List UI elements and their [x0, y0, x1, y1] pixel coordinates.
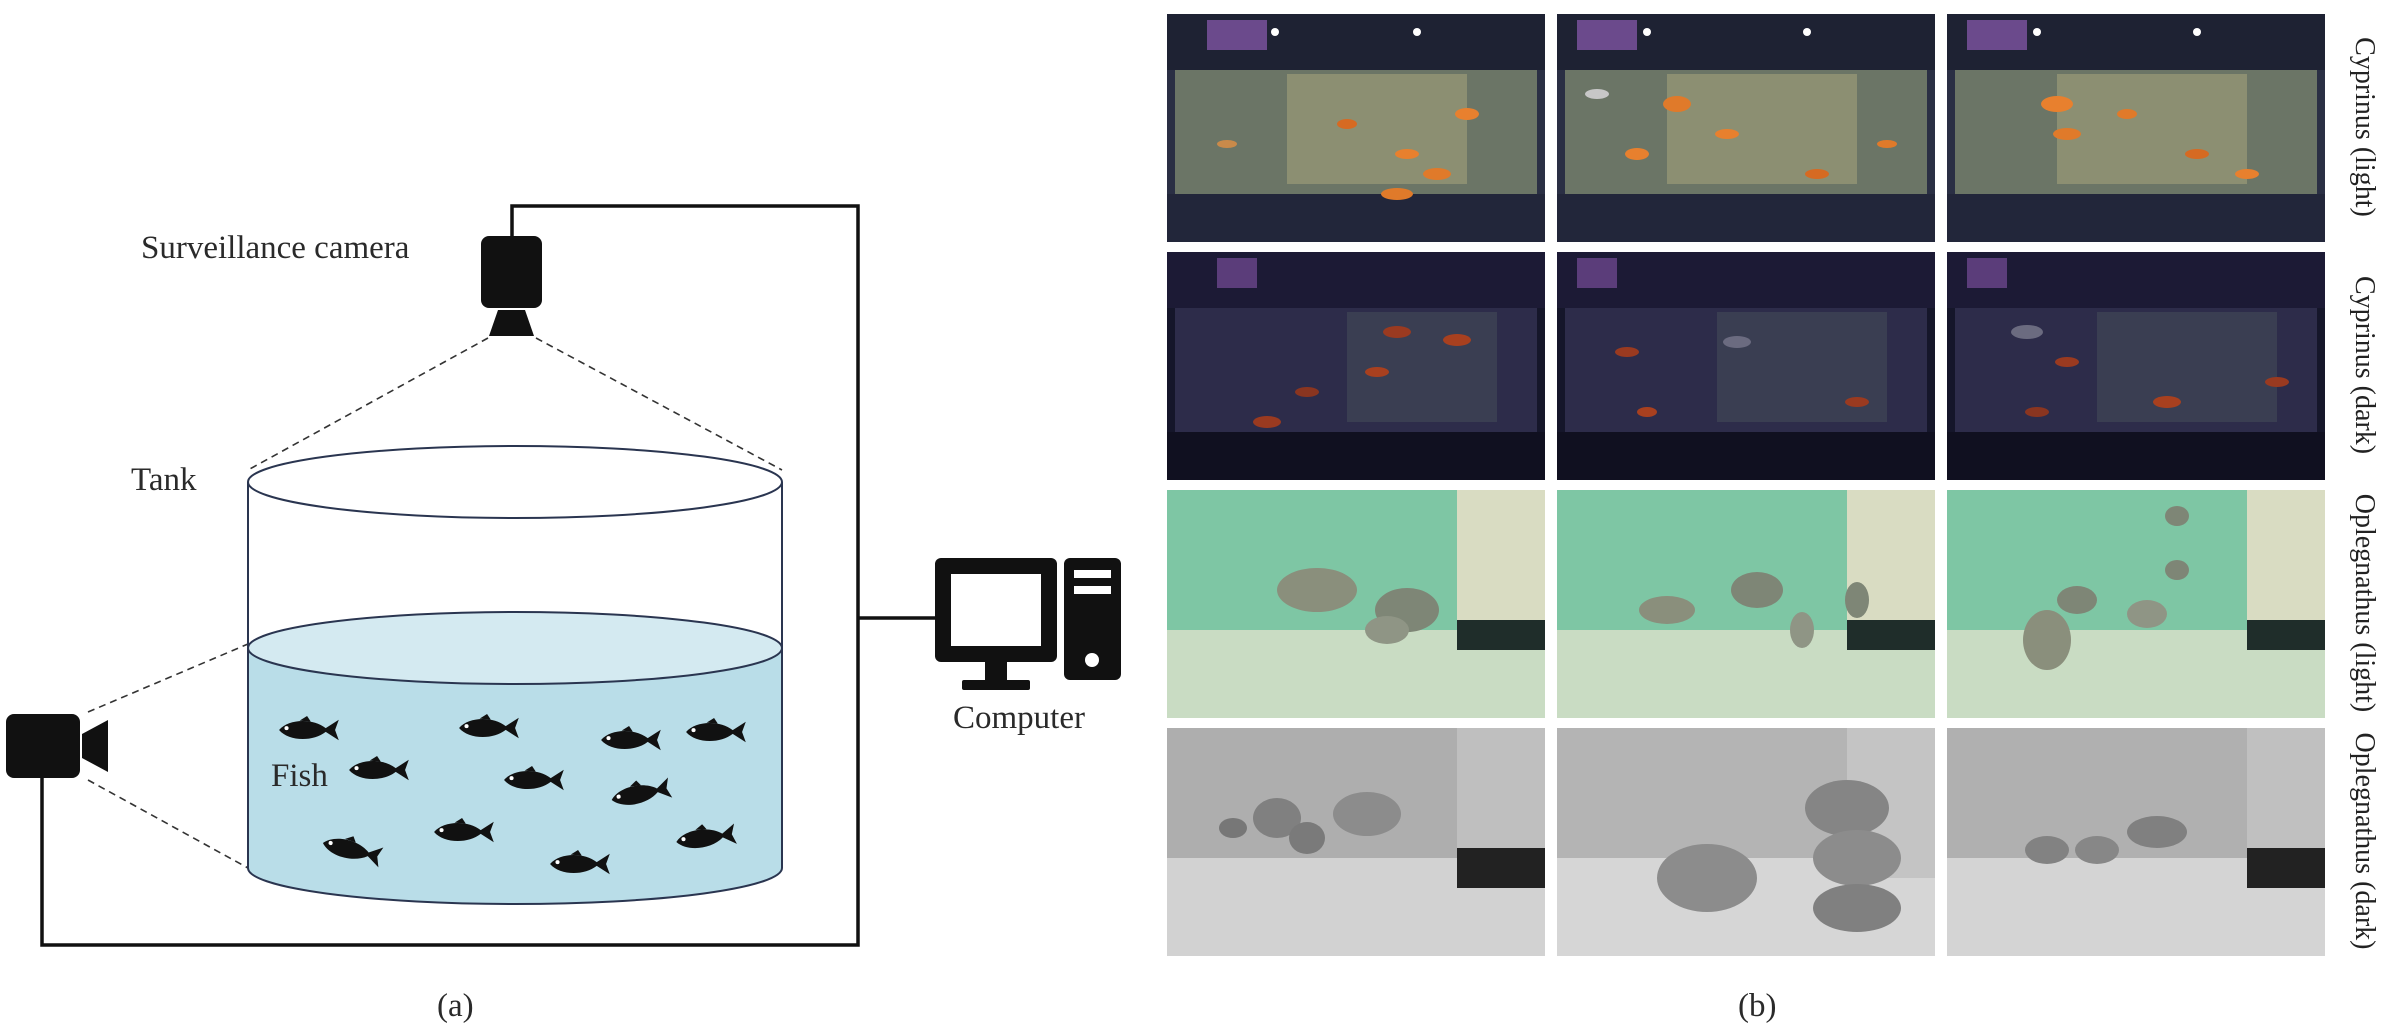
photo-oplegnathus-dark-3 [1947, 728, 2325, 956]
side-camera-icon [6, 714, 108, 778]
computer-icon [935, 558, 1121, 690]
row-label-cyprinus-dark: Cyprinus (dark) [2349, 275, 2380, 455]
photo-oplegnathus-dark-2 [1557, 728, 1935, 956]
camera-label: Surveillance camera [141, 230, 410, 266]
tank-label: Tank [131, 462, 197, 498]
fish-label: Fish [271, 758, 328, 794]
row-label-cyprinus-light: Cyprinus (light) [2349, 37, 2380, 217]
camera-view-lines [87, 337, 783, 869]
photo-oplegnathus-light-1 [1167, 490, 1545, 718]
wire-top-camera-to-computer [40, 204, 860, 947]
photo-oplegnathus-light-3 [1947, 490, 2325, 718]
photo-grid [1167, 14, 2325, 957]
panel-a-diagram [6, 204, 1121, 947]
photo-cyprinus-light-1 [1167, 14, 1545, 242]
top-camera-icon [481, 236, 542, 336]
photo-oplegnathus-light-2 [1557, 490, 1935, 718]
photo-cyprinus-light-2 [1557, 14, 1935, 242]
photo-cyprinus-dark-1 [1167, 252, 1545, 480]
computer-label: Computer [953, 700, 1085, 736]
photo-cyprinus-dark-2 [1557, 252, 1935, 480]
caption-a: (a) [437, 988, 474, 1024]
photo-oplegnathus-dark-1 [1167, 728, 1545, 956]
water-surface [247, 611, 783, 685]
caption-b: (b) [1738, 988, 1777, 1024]
row-label-oplegnathus-dark: Oplegnathus (dark) [2349, 732, 2380, 950]
photo-cyprinus-light-3 [1947, 14, 2325, 242]
photo-cyprinus-dark-3 [1947, 252, 2325, 480]
tank-rim [247, 445, 783, 519]
